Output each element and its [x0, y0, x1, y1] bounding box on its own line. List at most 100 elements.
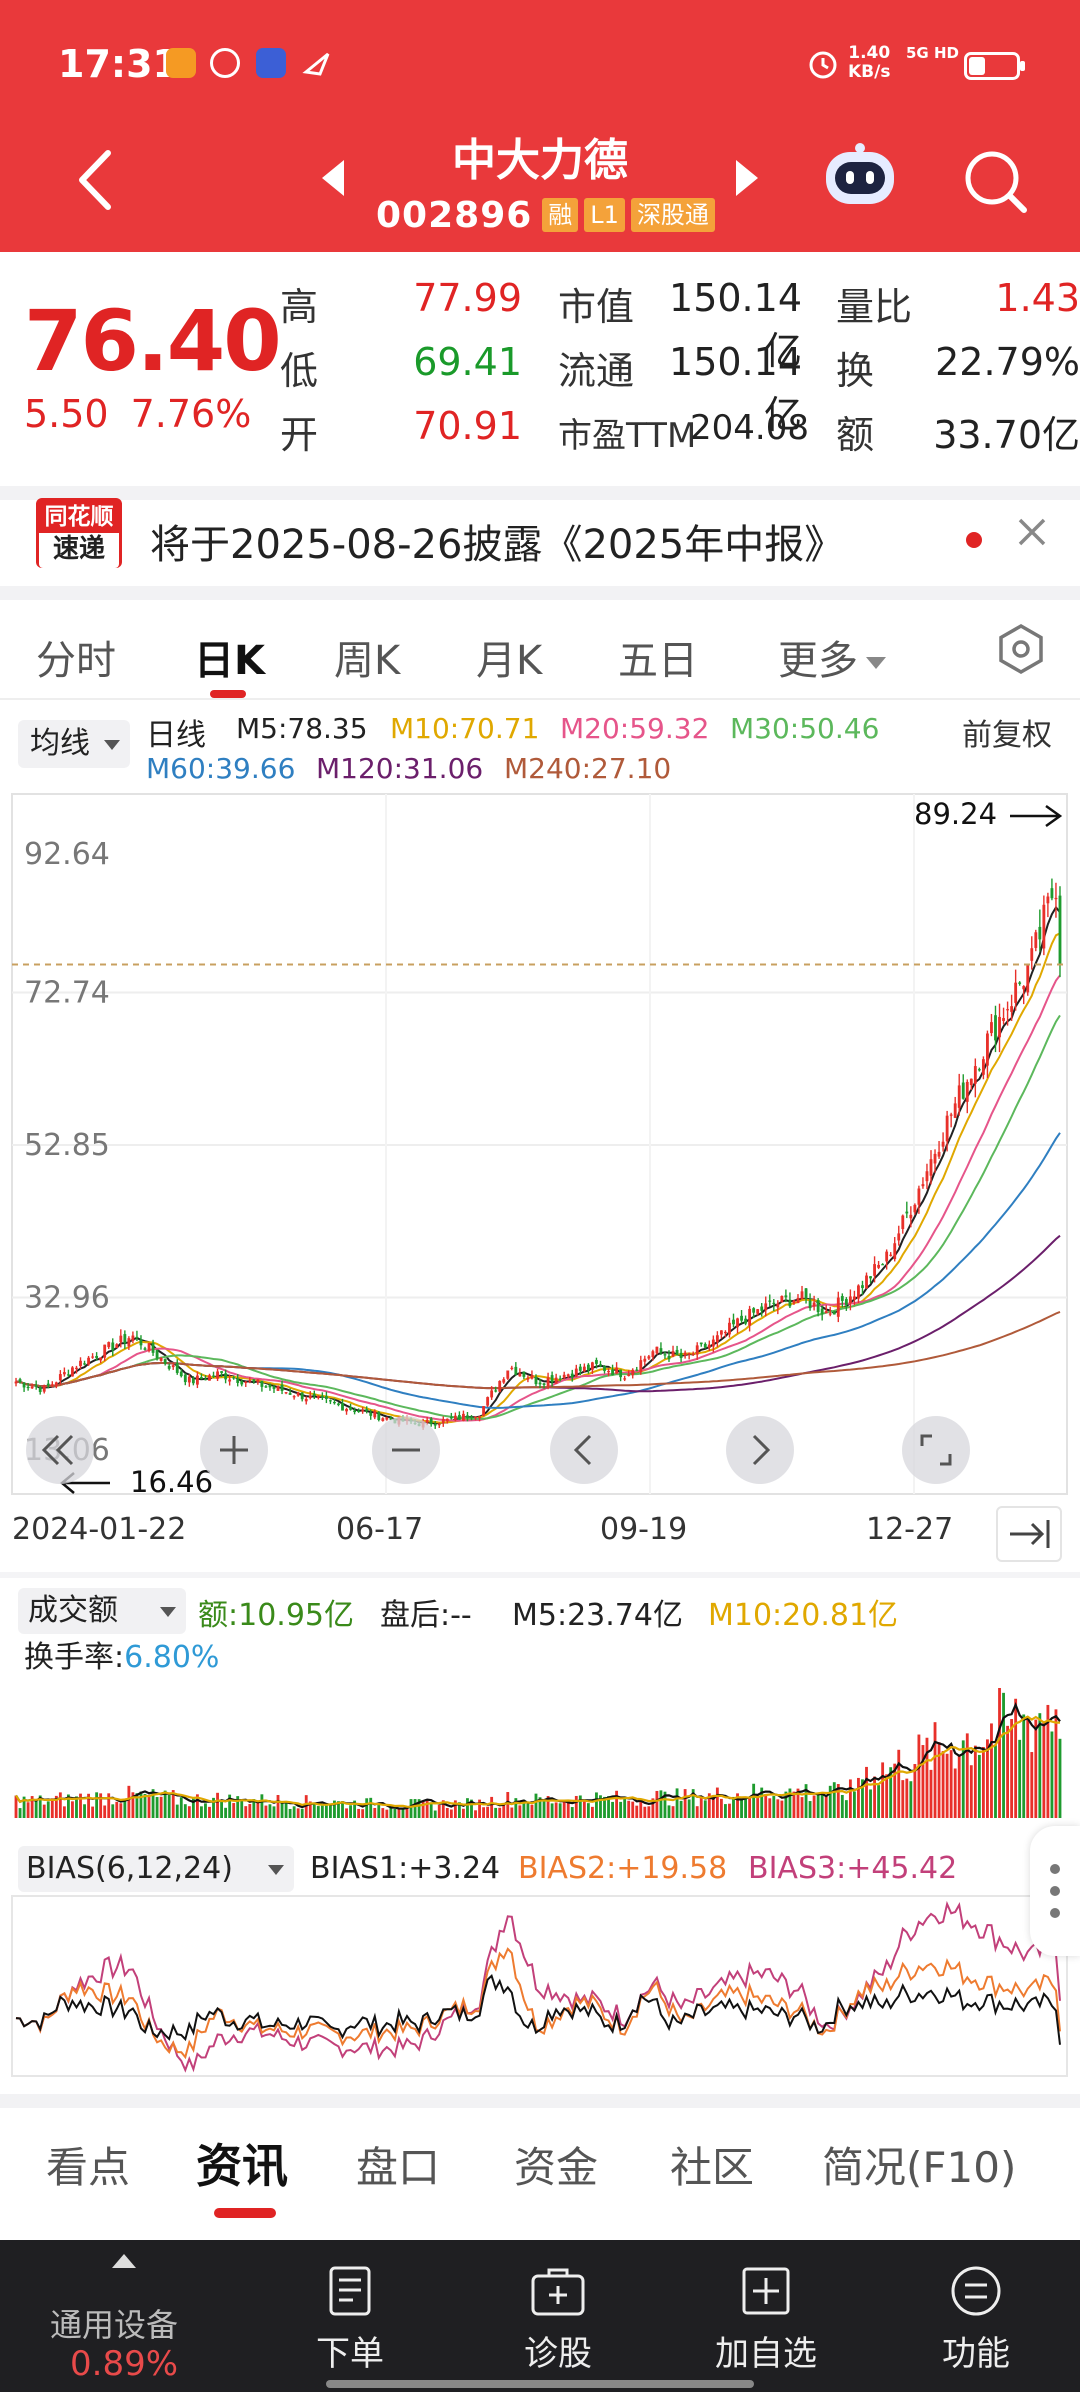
- candle-body: [22, 1382, 26, 1388]
- settings-hexagon-icon[interactable]: [994, 622, 1048, 676]
- adjustment-mode[interactable]: 前复权: [962, 718, 1052, 753]
- candle-body: [46, 1383, 50, 1386]
- volume-bar: [526, 1803, 530, 1818]
- candle-body: [776, 1303, 780, 1308]
- candle-body: [977, 1069, 981, 1071]
- sector-name[interactable]: 通用设备: [50, 2306, 179, 2344]
- back-icon[interactable]: [70, 145, 122, 215]
- candle-body: [1034, 932, 1038, 948]
- candle-body: [1002, 1018, 1005, 1021]
- chevron-down-icon: [104, 740, 120, 750]
- volume-bar: [111, 1804, 115, 1818]
- diagnose-stock-button[interactable]: 诊股: [488, 2264, 628, 2375]
- candle-body: [780, 1295, 784, 1303]
- candle-body: [1006, 1009, 1009, 1011]
- volume-bar: [695, 1806, 699, 1818]
- menu-circle-icon: [951, 2266, 1001, 2316]
- candle-body: [353, 1410, 357, 1413]
- volume-bar: [812, 1795, 816, 1818]
- tab-f10-profile[interactable]: 简况(F10): [822, 2143, 1017, 2192]
- candle-body: [42, 1385, 46, 1392]
- volume-bar: [417, 1799, 421, 1818]
- fullscreen-button[interactable]: [902, 1416, 970, 1484]
- tab-highlights[interactable]: 看点: [46, 2143, 131, 2192]
- volume-indicator-selector[interactable]: 成交额: [18, 1588, 186, 1634]
- volume-bar: [542, 1801, 546, 1818]
- scroll-left-fast-button[interactable]: [26, 1416, 94, 1484]
- jump-to-latest-button[interactable]: [996, 1506, 1062, 1562]
- volume-bar: [204, 1803, 207, 1818]
- tab-daily-k[interactable]: 日K: [194, 638, 265, 684]
- news-banner[interactable]: 同花顺 速递 将于2025-08-26披露《2025年中报》: [0, 494, 1080, 586]
- close-icon[interactable]: [1016, 516, 1048, 548]
- volume-bar: [853, 1791, 856, 1818]
- candle-body: [965, 1081, 969, 1102]
- volume-bar: [107, 1793, 111, 1818]
- candle-body: [623, 1378, 627, 1380]
- search-icon[interactable]: [962, 148, 1028, 214]
- bias3-value: BIAS3:+45.42: [748, 1851, 958, 1886]
- expand-up-icon[interactable]: [112, 2254, 136, 2268]
- tab-monthly-k[interactable]: 月K: [476, 638, 543, 684]
- scroll-left-button[interactable]: [550, 1416, 618, 1484]
- tab-five-day[interactable]: 五日: [618, 638, 698, 684]
- tab-intraday[interactable]: 分时: [36, 638, 116, 684]
- ma30-value: M30:50.46: [730, 712, 880, 745]
- volume-bar: [95, 1792, 99, 1818]
- candle-body: [752, 1308, 756, 1313]
- volume-bar: [183, 1804, 187, 1818]
- connect-tag: 深股通: [630, 198, 715, 232]
- volume-bar: [732, 1796, 735, 1818]
- volume-amount: 额:10.95亿: [198, 1598, 354, 1633]
- volume-bar: [748, 1798, 752, 1818]
- bias-indicator-selector[interactable]: BIAS(6,12,24): [18, 1846, 294, 1892]
- volume-bar: [752, 1783, 756, 1818]
- volume-bar: [195, 1794, 199, 1818]
- volume-bar: [337, 1801, 340, 1818]
- candle-body: [1014, 982, 1018, 1003]
- volume-bar: [538, 1797, 542, 1818]
- bias-chart[interactable]: [0, 1894, 1080, 2080]
- ma-selector[interactable]: 均线: [18, 720, 130, 768]
- add-watchlist-button[interactable]: 加自选: [696, 2264, 836, 2375]
- tab-community[interactable]: 社区: [670, 2143, 755, 2192]
- candle-body: [905, 1211, 909, 1214]
- tab-capital-flow[interactable]: 资金: [514, 2143, 599, 2192]
- next-stock-button[interactable]: [736, 160, 758, 196]
- candle-body: [816, 1299, 820, 1313]
- candle-body: [381, 1418, 385, 1421]
- tab-more[interactable]: 更多: [778, 628, 886, 686]
- scroll-right-button[interactable]: [726, 1416, 794, 1484]
- candle-body: [308, 1395, 312, 1399]
- volume-bar: [280, 1802, 284, 1818]
- more-options-handle[interactable]: [1030, 1826, 1080, 1956]
- bias2-value: BIAS2:+19.58: [518, 1851, 728, 1886]
- volume-m10: M10:20.81亿: [708, 1598, 899, 1633]
- volume-bar: [18, 1808, 22, 1818]
- volume-bar: [796, 1788, 800, 1818]
- prev-stock-button[interactable]: [322, 160, 344, 196]
- tab-order-book[interactable]: 盘口: [356, 2143, 441, 2192]
- tab-news[interactable]: 资讯: [196, 2139, 288, 2193]
- candle-body: [861, 1285, 864, 1288]
- high-label: 高: [280, 285, 319, 329]
- candle-body: [155, 1350, 159, 1359]
- zoom-out-button[interactable]: [372, 1416, 440, 1484]
- volume-bar: [925, 1737, 929, 1818]
- candle-body: [1046, 896, 1050, 904]
- volume-bar: [570, 1807, 574, 1818]
- volume-bar: [62, 1806, 66, 1818]
- zoom-in-button[interactable]: [200, 1416, 268, 1484]
- candle-body: [897, 1233, 901, 1241]
- volume-bar: [200, 1806, 203, 1818]
- candle-body: [957, 1085, 961, 1108]
- tab-weekly-k[interactable]: 周K: [334, 638, 401, 684]
- functions-button[interactable]: 功能: [906, 2264, 1046, 2375]
- place-order-button[interactable]: 下单: [280, 2264, 420, 2375]
- volume-chart[interactable]: [0, 1680, 1080, 1822]
- robot-assistant-icon[interactable]: [822, 142, 898, 210]
- candle-body: [925, 1171, 929, 1182]
- candle-body: [538, 1382, 542, 1385]
- candle-body: [728, 1322, 731, 1335]
